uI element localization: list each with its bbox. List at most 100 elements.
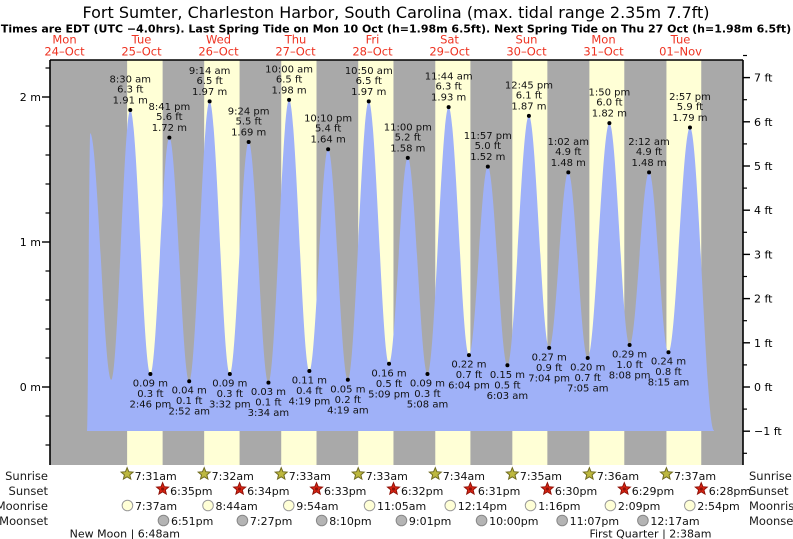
high-tide-marker	[326, 147, 331, 152]
high-tide-marker	[128, 108, 133, 113]
svg-text:5.5 ft: 5.5 ft	[235, 116, 261, 127]
svg-text:0.09 m: 0.09 m	[410, 378, 445, 389]
sunrise-time: 7:37am	[674, 470, 716, 483]
svg-text:4.9 ft: 4.9 ft	[555, 147, 581, 158]
moonset-icon	[556, 514, 568, 527]
sunrise-event: 7:34am	[428, 466, 485, 483]
chart-axes: 2 m 1 m 0 m 7 ft 6 ft 5 ft 4 ft 3 ft 2 ft 1 ft 0 f…	[20, 54, 782, 465]
svg-text:3:32 pm: 3:32 pm	[209, 399, 251, 410]
day-date: 27–Oct	[275, 45, 316, 59]
moonset-icon	[236, 514, 249, 527]
moonset-event: 10:00pm	[475, 514, 538, 528]
sunrise-icon	[350, 466, 366, 481]
high-tide-label: 8:30 am6.3 ft1.91 m	[110, 75, 152, 107]
svg-text:0.1 ft: 0.1 ft	[176, 396, 202, 407]
y-axis-right-tick-label: 4 ft	[754, 204, 773, 217]
svg-text:1.48 m: 1.48 m	[631, 158, 666, 169]
y-axis-right-tick-label: 6 ft	[754, 116, 773, 129]
svg-text:6:03 am: 6:03 am	[487, 391, 529, 402]
sun-moon-event-rows: 7:31am 7:32am 7:33am 7:33am 7:34am 7:35am 7:36…	[70, 466, 751, 539]
moonrise-time: 1:16pm	[538, 500, 580, 513]
svg-text:0.9 ft: 0.9 ft	[536, 363, 562, 374]
high-tide-label: 9:14 am6.5 ft1.97 m	[189, 66, 231, 98]
sunrise-time: 7:33am	[289, 470, 331, 483]
star-center-dot	[468, 487, 473, 491]
svg-text:10:00 am: 10:00 am	[265, 64, 313, 75]
low-tide-label: 0.09 m0.3 ft3:32 pm	[209, 378, 251, 410]
svg-text:0.11 m: 0.11 m	[292, 376, 327, 387]
high-tide-label: 1:02 am4.9 ft1.48 m	[548, 137, 590, 169]
moonrise-time: 11:05am	[377, 500, 426, 513]
moonset-time: 6:51pm	[171, 515, 213, 528]
y-axis-right-tick-label: 5 ft	[754, 160, 773, 173]
svg-text:2:46 pm: 2:46 pm	[130, 399, 172, 410]
high-tide-marker	[446, 105, 451, 110]
moonset-icon	[637, 514, 649, 527]
svg-text:1.0 ft: 1.0 ft	[616, 360, 642, 371]
svg-text:0.04 m: 0.04 m	[172, 386, 207, 397]
svg-text:12:45 pm: 12:45 pm	[505, 80, 553, 91]
moonset-event: 7:27pm	[236, 514, 292, 528]
low-tide-marker	[585, 356, 590, 360]
svg-text:6.5 ft: 6.5 ft	[356, 76, 382, 87]
svg-text:0.20 m: 0.20 m	[570, 363, 605, 374]
low-tide-marker	[266, 380, 271, 385]
y-axis-right-tick-label: 0 ft	[754, 381, 773, 394]
low-tide-marker	[466, 353, 471, 358]
day-date: 26–Oct	[198, 45, 239, 59]
svg-text:6.3 ft: 6.3 ft	[435, 82, 461, 93]
sunset-time: 6:33pm	[324, 485, 366, 498]
sunset-time: 6:35pm	[170, 485, 212, 498]
moonrise-time: 9:54am	[296, 500, 338, 513]
low-tide-label: 0.27 m0.9 ft7:04 pm	[528, 352, 570, 384]
svg-text:10:10 pm: 10:10 pm	[304, 114, 352, 125]
svg-text:6.5 ft: 6.5 ft	[276, 74, 302, 85]
svg-text:1.79 m: 1.79 m	[672, 113, 707, 124]
svg-text:0.7 ft: 0.7 ft	[456, 370, 482, 381]
star-center-dot	[545, 487, 549, 491]
high-tide-label: 9:24 pm5.5 ft1.69 m	[228, 106, 270, 138]
moonrise-time: 7:37am	[135, 500, 177, 513]
moonrise-event: 9:54am	[282, 499, 338, 513]
sunrise-icon	[582, 466, 597, 481]
svg-text:1.93 m: 1.93 m	[431, 93, 466, 104]
low-tide-label: 0.09 m0.3 ft5:08 am	[407, 378, 449, 410]
svg-text:4.9 ft: 4.9 ft	[636, 147, 662, 158]
low-tide-marker	[425, 371, 430, 376]
moonset-row-label-left: Moonset	[0, 514, 48, 528]
day-weekday: Sat	[440, 33, 459, 47]
svg-text:0.09 m: 0.09 m	[133, 378, 168, 389]
svg-text:0.5 ft: 0.5 ft	[376, 379, 402, 390]
moonrise-event: 7:37am	[121, 499, 177, 513]
moonset-icon	[315, 514, 328, 527]
svg-text:2:57 pm: 2:57 pm	[669, 92, 711, 103]
high-tide-label: 10:50 am6.5 ft1.97 m	[345, 66, 393, 98]
moonrise-icon	[524, 499, 537, 512]
svg-text:5.2 ft: 5.2 ft	[395, 132, 421, 143]
sunrise-time: 7:35am	[520, 470, 562, 483]
svg-text:0.03 m: 0.03 m	[251, 387, 286, 398]
high-tide-label: 10:10 pm5.4 ft1.64 m	[304, 114, 352, 146]
moonset-icon	[395, 514, 408, 527]
svg-text:0.09 m: 0.09 m	[212, 378, 247, 389]
y-axis-right-tick-label: 2 ft	[754, 293, 773, 306]
svg-text:7:04 pm: 7:04 pm	[528, 373, 570, 384]
sunset-event: 6:31pm	[463, 481, 520, 498]
day-weekday: Tue	[131, 33, 152, 47]
svg-text:1.72 m: 1.72 m	[152, 123, 187, 134]
moon-phase-label: New Moon | 6:48am	[70, 528, 180, 539]
moonrise-event: 2:54pm	[684, 499, 740, 513]
sunrise-time: 7:33am	[366, 470, 408, 483]
svg-text:8:41 pm: 8:41 pm	[148, 102, 190, 113]
sunset-event: 6:30pm	[540, 481, 597, 498]
svg-text:0.3 ft: 0.3 ft	[137, 389, 163, 400]
low-tide-marker	[345, 377, 350, 382]
svg-text:1.82 m: 1.82 m	[592, 109, 627, 120]
plot-frame	[49, 59, 744, 465]
sunset-event: 6:34pm	[232, 481, 289, 498]
sunrise-event: 7:32am	[196, 466, 254, 483]
high-tide-marker	[687, 125, 692, 130]
